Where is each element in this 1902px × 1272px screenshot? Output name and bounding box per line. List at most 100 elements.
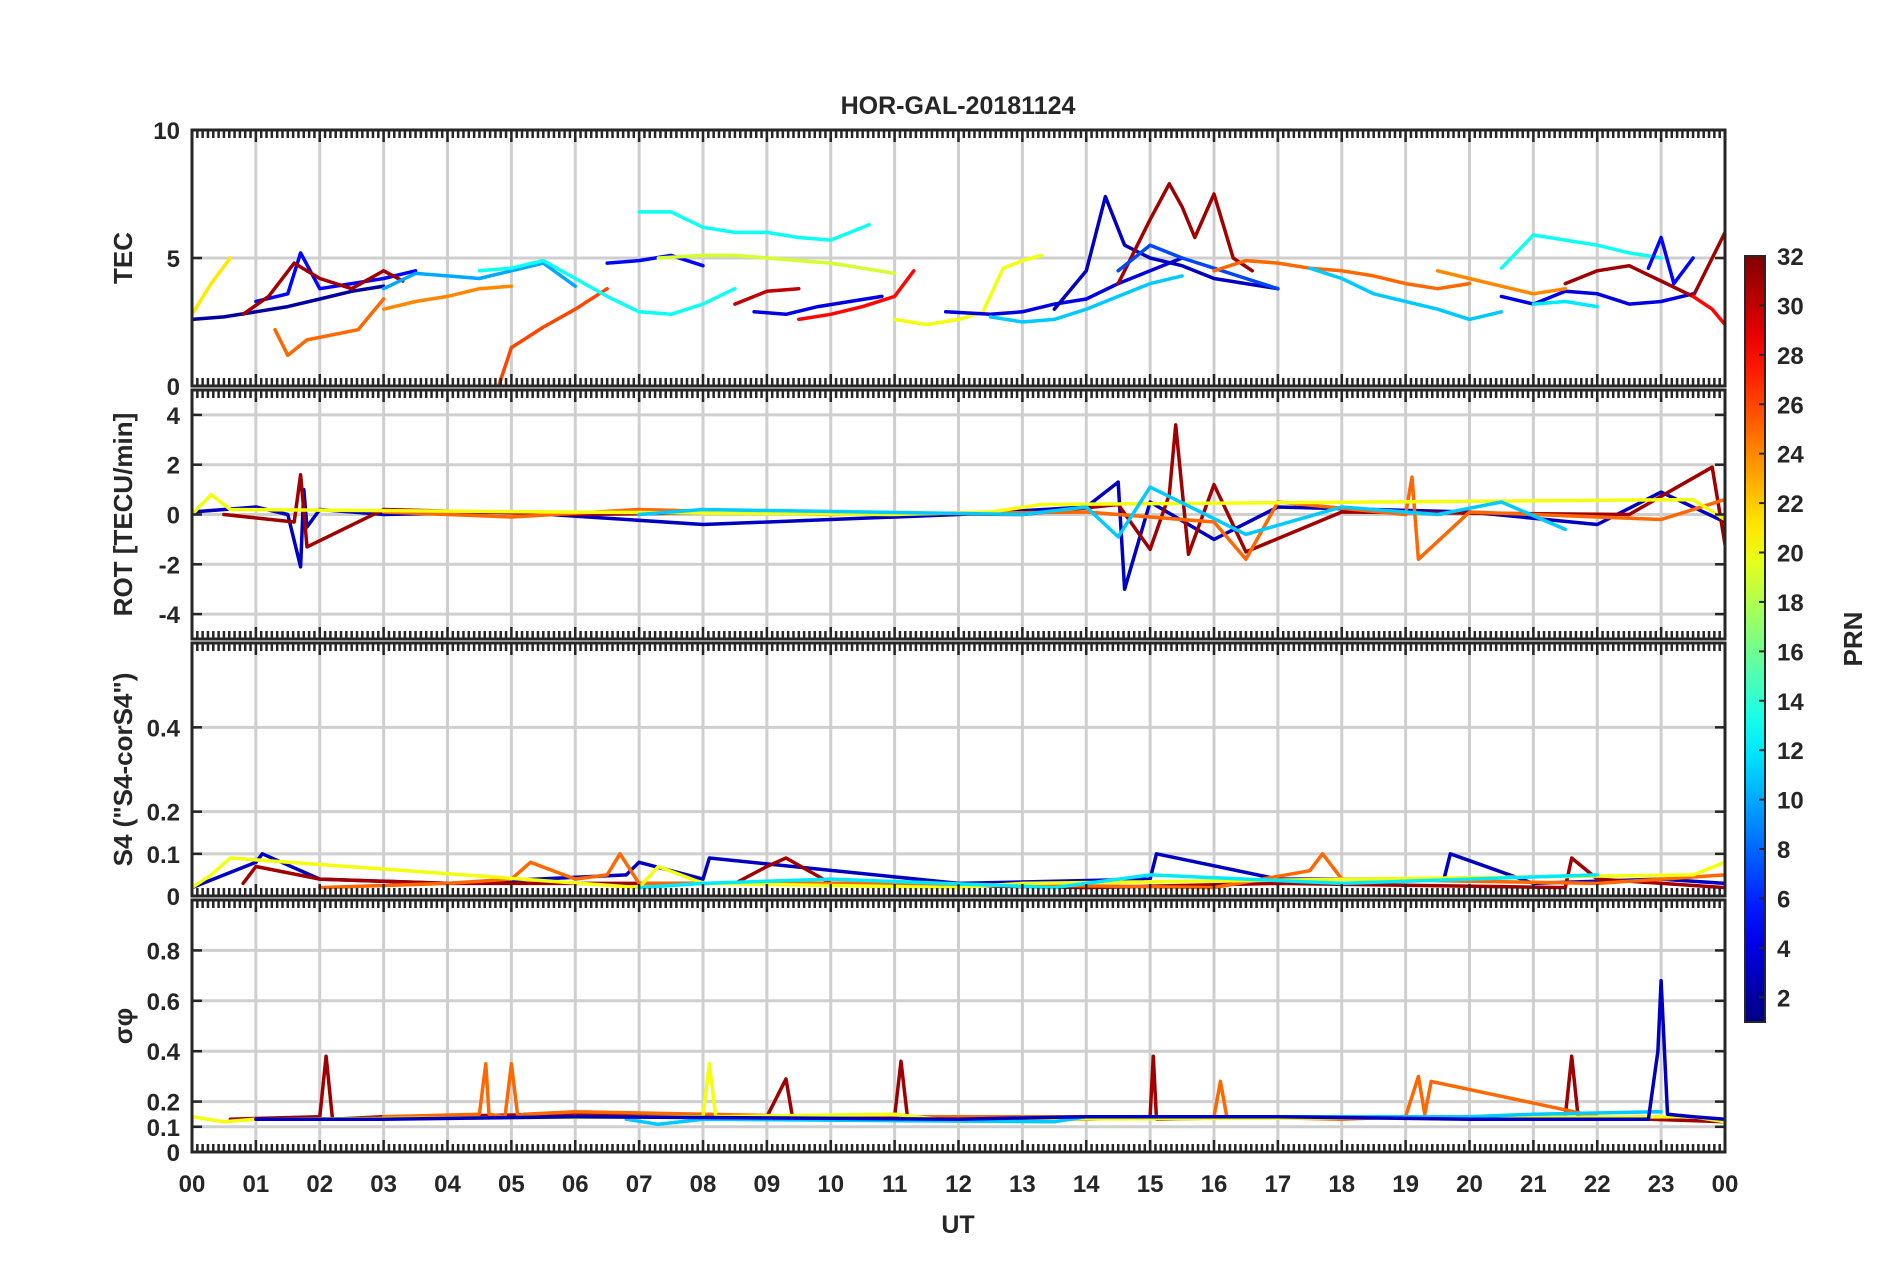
series-line-prn-11 [624,1109,1663,1127]
series-line-prn-7 [1116,243,1280,291]
series-group [192,852,1725,890]
x-tick-label: 04 [434,1171,461,1198]
x-tick-label: 15 [1137,1171,1164,1198]
x-tick-label: 21 [1520,1171,1547,1198]
x-tick-label: 11 [882,1171,907,1198]
series-group [192,423,1725,591]
y-tick-label: 0 [167,1140,180,1167]
x-tick-label: 16 [1201,1171,1228,1198]
y-axis-label-ROT: ROT [TECU/min] [108,413,138,617]
x-tick-label: 13 [1009,1171,1036,1198]
chart-title: HOR-GAL-20181124 [841,92,1076,120]
x-tick-label: 09 [754,1171,781,1198]
y-tick-label: 4 [167,403,181,430]
series-line-prn-10 [381,261,578,291]
y-tick-label: 0.2 [147,800,180,827]
colorbar-tick-label: 8 [1777,837,1790,864]
colorbar-tick-label: 10 [1777,788,1804,815]
colorbar-tick-label: 28 [1777,343,1804,370]
panel-sigma_phi: 00.10.2 0.4 0.6 0.8 σφ [108,898,1727,1167]
y-tick-label: -4 [159,602,181,629]
y-axis-label-S4: S4 ("S4-corS4") [108,673,138,867]
y-tick-label: 0.6 [147,989,180,1016]
series-line-prn-13 [1499,233,1663,270]
series-line-prn-5 [605,253,705,268]
series-line-prn-20 [892,310,986,327]
colorbar-tick-label: 22 [1777,491,1804,518]
series-line-prn-20 [192,856,1725,890]
colorbar-tick-label: 14 [1777,689,1804,716]
x-tick-label: 07 [626,1171,653,1198]
x-tick-label: 14 [1073,1171,1100,1198]
x-tick-label: 03 [370,1171,397,1198]
series-group [192,978,1725,1127]
y-tick-label: -2 [159,552,180,579]
series-line-prn-28 [797,269,916,322]
colorbar-tick-label: 30 [1777,293,1804,320]
y-tick-label: 0.8 [147,938,180,965]
colorbar-tick-label: 24 [1777,442,1804,469]
panel-TEC: 0 5 10 TEC [108,118,1727,401]
y-tick-label: 0.4 [147,1039,181,1066]
series-line-prn-28 [1691,294,1725,327]
series-line-prn-2 [192,284,386,322]
colorbar-tick-label: 18 [1777,590,1804,617]
y-tick-label: 10 [153,118,180,145]
y-tick-label: 0.2 [147,1090,180,1117]
series-line-prn-12 [1531,299,1600,309]
x-axis-label: UT [941,1211,974,1239]
series-line-prn-30 [733,286,801,306]
series-line-prn-11 [1308,266,1504,322]
series-line-prn-13 [477,258,737,317]
series-line-prn-5 [1646,235,1695,286]
series-line-prn-25 [318,852,1725,890]
colorbar-tick-label: 16 [1777,639,1804,666]
series-line-prn-31 [222,423,1725,557]
series-line-prn-25 [1212,258,1472,291]
series-line-prn-24 [381,284,514,311]
panel-ROT: -4 -2 0 2 4 ROT [TECU/min] [108,388,1727,641]
series-group [192,182,1725,386]
series-line-prn-21 [192,256,233,317]
y-axis-label-sigma_phi: σφ [108,1008,138,1044]
series-line-prn-25 [273,297,386,358]
series-line-prn-3 [254,978,1725,1121]
series-line-prn-26 [496,286,609,386]
panel-S4: 0 0.1 0.2 0.4 S4 ("S4-corS4") [108,641,1727,911]
series-line-prn-13 [637,210,871,242]
series-line-prn-11 [637,485,1568,539]
colorbar-tick-label: 26 [1777,392,1804,419]
series-line-prn-4 [752,294,884,317]
colorbar-tick-label: 2 [1777,985,1790,1012]
series-line-prn-31 [1563,230,1725,299]
colorbar-tick-label: 6 [1777,886,1790,913]
series-line-prn-19 [656,253,897,276]
colorbar-label: PRN [1838,612,1868,667]
y-tick-label: 0.1 [147,842,180,869]
series-line-prn-3 [192,852,1725,890]
series-line-prn-20 [982,253,1044,311]
series-line-prn-24 [1435,269,1568,296]
y-tick-label: 0.4 [147,715,181,742]
y-tick-label: 0.1 [147,1115,180,1142]
y-tick-label: 2 [167,453,180,480]
x-tick-label: 19 [1392,1171,1419,1198]
colorbar-gradient [1744,255,1766,1023]
y-tick-label: 0 [167,884,180,911]
series-line-prn-3 [1052,194,1280,311]
series-line-prn-31 [241,856,1725,890]
y-axis-label-TEC: TEC [108,232,138,284]
series-line-prn-12 [637,873,1600,890]
x-tick-label: 23 [1648,1171,1675,1198]
x-tick-label: 02 [306,1171,333,1198]
series-line-prn-4 [943,256,1184,317]
x-tick-label: 18 [1328,1171,1355,1198]
x-tick-label: 00 [179,1171,206,1198]
x-tick-label: 22 [1584,1171,1611,1198]
x-tick-label: 12 [945,1171,972,1198]
series-line-prn-31 [1116,182,1255,286]
y-tick-label: 0 [167,374,180,401]
colorbar-tick-label: 12 [1777,738,1804,765]
